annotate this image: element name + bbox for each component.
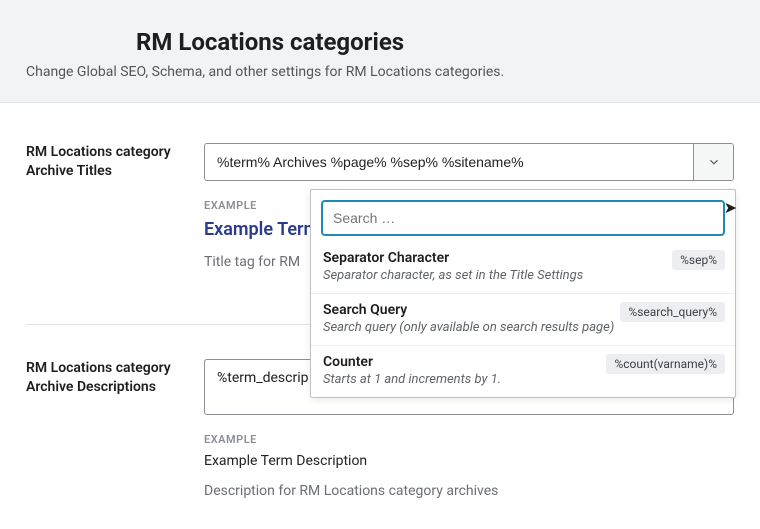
cursor-icon: ➤ xyxy=(724,198,737,217)
page-subtitle: Change Global SEO, Schema, and other set… xyxy=(26,64,734,80)
title-dropdown-toggle[interactable] xyxy=(693,144,733,180)
title-input-wrap xyxy=(204,143,734,181)
dropdown-item-desc: Separator character, as set in the Title… xyxy=(323,268,723,283)
title-input[interactable] xyxy=(205,144,693,180)
desc-label: RM Locations category Archive Descriptio… xyxy=(26,359,180,499)
variables-dropdown: ➤ Separator Character Separator characte… xyxy=(310,189,736,398)
dropdown-item-badge: %sep% xyxy=(672,250,725,270)
title-row: RM Locations category Archive Titles EXA… xyxy=(26,143,734,270)
desc-example-value: Example Term Description xyxy=(204,453,734,469)
dropdown-item[interactable]: Search Query Search query (only availabl… xyxy=(311,294,735,346)
dropdown-item-desc: Starts at 1 and increments by 1. xyxy=(323,372,723,387)
dropdown-item-desc: Search query (only available on search r… xyxy=(323,320,723,335)
form-area: RM Locations category Archive Titles EXA… xyxy=(0,103,760,300)
title-label: RM Locations category Archive Titles xyxy=(26,143,180,270)
title-content: EXAMPLE Example Term Title tag for RM ➤ … xyxy=(204,143,734,270)
desc-help: Description for RM Locations category ar… xyxy=(204,483,734,499)
chevron-down-icon xyxy=(707,155,721,169)
desc-example-label: EXAMPLE xyxy=(204,433,734,446)
dropdown-item[interactable]: Separator Character Separator character,… xyxy=(311,242,735,294)
dropdown-search-wrap: ➤ xyxy=(311,190,735,242)
dropdown-item-title: Separator Character xyxy=(323,250,723,266)
dropdown-list: Separator Character Separator character,… xyxy=(311,242,735,397)
page-header: RM Locations categories Change Global SE… xyxy=(0,0,760,103)
page-title: RM Locations categories xyxy=(136,28,734,56)
dropdown-item-badge: %search_query% xyxy=(620,302,725,322)
dropdown-search-input[interactable] xyxy=(321,200,725,236)
dropdown-item-badge: %count(varname)% xyxy=(606,354,725,374)
dropdown-item[interactable]: Counter Starts at 1 and increments by 1.… xyxy=(311,346,735,397)
